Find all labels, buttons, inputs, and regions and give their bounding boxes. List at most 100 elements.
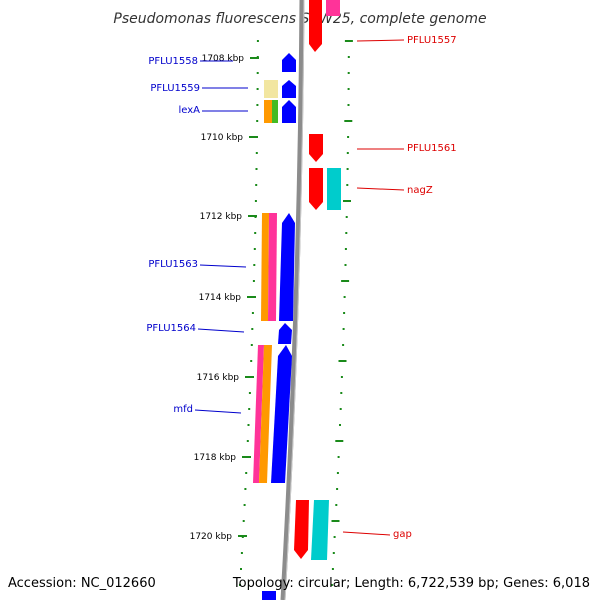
gene-label-PFLU1564[interactable]: PFLU1564 bbox=[146, 323, 196, 334]
scale-minor-tick bbox=[347, 72, 350, 74]
gene-PFLU1563-feature[interactable] bbox=[279, 213, 295, 321]
scale-minor-tick bbox=[339, 424, 341, 426]
scale-label: 1718 kbp bbox=[194, 453, 237, 463]
scale-minor-tick bbox=[246, 440, 249, 442]
gene-label-PFLU1563[interactable]: PFLU1563 bbox=[148, 259, 198, 270]
cds-cyan-block bbox=[327, 168, 341, 210]
inner-scale-ticks bbox=[239, 40, 259, 586]
leader-line bbox=[197, 328, 245, 333]
scale-minor-tick bbox=[255, 152, 258, 154]
scale-minor-tick bbox=[239, 584, 241, 586]
gene-gap-feature[interactable] bbox=[294, 500, 309, 559]
scale-minor-tick bbox=[342, 328, 345, 330]
scale-minor-tick bbox=[336, 472, 339, 474]
gene-PFLU1561-feature[interactable] bbox=[309, 134, 323, 162]
cds-green-block bbox=[272, 100, 278, 123]
cds-magenta-strip bbox=[253, 345, 264, 483]
scale-minor-tick bbox=[346, 168, 349, 170]
scale-minor-tick bbox=[339, 408, 342, 410]
scale-major-tick bbox=[341, 280, 350, 282]
scale-minor-tick bbox=[244, 488, 247, 490]
scale-label-1714: 1714 kbp bbox=[199, 293, 256, 303]
scale-label-1718: 1718 kbp bbox=[194, 453, 251, 463]
gene-label-mfd[interactable]: mfd bbox=[173, 404, 193, 415]
cds-pale-yellow-block bbox=[264, 80, 278, 98]
gene-PFLU1558-feature[interactable] bbox=[282, 53, 296, 72]
scale-minor-tick bbox=[340, 376, 343, 378]
leader-line bbox=[356, 39, 405, 42]
scale-major-tick bbox=[343, 200, 351, 202]
scale-minor-tick bbox=[248, 408, 251, 410]
cds-magenta-block bbox=[326, 0, 340, 16]
gene-label-PFLU1558[interactable]: PFLU1558 bbox=[148, 56, 198, 67]
scale-minor-tick bbox=[347, 88, 350, 90]
scale-minor-tick bbox=[342, 344, 345, 346]
gene-label-lexA[interactable]: lexA bbox=[178, 105, 200, 116]
gene-lexA-feature[interactable] bbox=[282, 100, 296, 123]
scale-minor-tick bbox=[347, 104, 350, 106]
gene-nagZ-feature[interactable] bbox=[309, 168, 323, 210]
scale-minor-tick bbox=[256, 88, 259, 90]
scale-major-tick bbox=[242, 456, 251, 458]
gene-label-nagZ[interactable]: nagZ bbox=[407, 185, 433, 196]
scale-minor-tick bbox=[248, 392, 251, 394]
scale-label: 1710 kbp bbox=[201, 133, 244, 143]
scale-minor-tick bbox=[332, 552, 335, 554]
scale-minor-tick bbox=[256, 120, 259, 122]
leader-line bbox=[194, 409, 242, 414]
gene-mfd-feature[interactable] bbox=[271, 345, 292, 483]
gene-label-gap[interactable]: gap bbox=[393, 529, 412, 540]
scale-major-tick bbox=[245, 376, 254, 378]
scale-minor-tick bbox=[345, 216, 348, 218]
chromosome-backbone bbox=[280, 0, 305, 601]
scale-minor-tick bbox=[253, 264, 256, 266]
scale-minor-tick bbox=[330, 584, 333, 586]
cds-orange-strip bbox=[259, 345, 272, 483]
scale-minor-tick bbox=[347, 136, 350, 138]
gene-label-PFLU1561[interactable]: PFLU1561 bbox=[407, 143, 457, 154]
scale-major-tick bbox=[331, 520, 340, 522]
scale-major-tick bbox=[248, 215, 257, 217]
leader-line bbox=[356, 187, 405, 191]
gene-label-PFLU1557[interactable]: PFLU1557 bbox=[407, 35, 457, 46]
outer-scale-ticks bbox=[330, 40, 353, 586]
scale-minor-tick bbox=[343, 312, 346, 314]
scale-minor-tick bbox=[243, 504, 246, 506]
gene-feature-edge bbox=[262, 591, 276, 600]
scale-minor-tick bbox=[242, 520, 245, 522]
scale-minor-tick bbox=[250, 360, 253, 362]
gene-PFLU1564-feature[interactable] bbox=[278, 323, 292, 344]
scale-major-tick bbox=[238, 535, 247, 537]
scale-major-tick bbox=[247, 296, 256, 298]
scale-minor-tick bbox=[256, 72, 259, 74]
scale-minor-tick bbox=[255, 184, 258, 186]
cds-orange-block bbox=[264, 100, 272, 123]
scale-minor-tick bbox=[252, 280, 255, 282]
scale-minor-tick bbox=[340, 392, 343, 394]
scale-label: 1720 kbp bbox=[190, 532, 233, 542]
scale-minor-tick bbox=[251, 312, 254, 314]
scale-minor-tick bbox=[336, 488, 339, 490]
scale-label: 1716 kbp bbox=[197, 373, 240, 383]
scale-label: 1708 kbp bbox=[202, 54, 245, 64]
scale-minor-tick bbox=[256, 40, 259, 42]
accession-text: Accession: NC_012660 bbox=[8, 576, 156, 591]
scale-minor-tick bbox=[335, 504, 338, 506]
gene-PFLU1557-feature[interactable] bbox=[309, 0, 322, 52]
gene-label-PFLU1559[interactable]: PFLU1559 bbox=[150, 83, 200, 94]
scale-minor-tick bbox=[240, 552, 243, 554]
scale-minor-tick bbox=[344, 248, 347, 250]
scale-minor-tick bbox=[251, 328, 254, 330]
cds-orange-strip bbox=[261, 213, 269, 321]
scale-minor-tick bbox=[337, 456, 340, 458]
scale-minor-tick bbox=[254, 200, 257, 202]
gene-PFLU1559-feature[interactable] bbox=[282, 80, 296, 98]
scale-minor-tick bbox=[333, 536, 336, 538]
scale-major-tick bbox=[344, 40, 353, 42]
scale-minor-tick bbox=[254, 232, 257, 234]
scale-major-tick bbox=[250, 57, 259, 59]
scale-label: 1714 kbp bbox=[199, 293, 242, 303]
cds-cyan-block bbox=[311, 500, 329, 560]
